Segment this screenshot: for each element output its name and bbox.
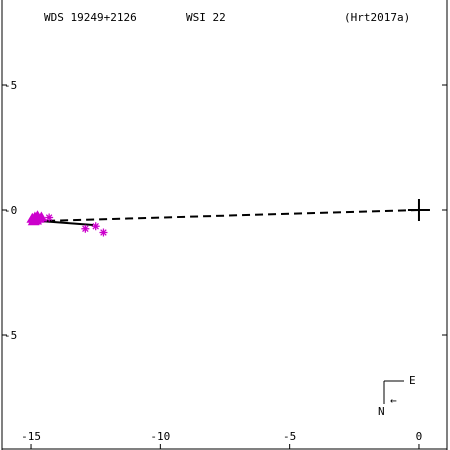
compass-rose: E N ← (378, 374, 416, 418)
observation-asterisk-point (91, 222, 100, 231)
y-tick-label: -5 (4, 329, 17, 342)
observation-triangle-point (30, 214, 43, 225)
observation-points (26, 210, 108, 237)
wds-identifier: WDS 19249+2126 (44, 11, 137, 24)
primary-star-marker (407, 199, 430, 221)
discoverer-designation: WSI 22 (186, 11, 226, 24)
x-tick-label: 0 (416, 430, 423, 443)
axis-ticks (2, 84, 447, 449)
motion-arrow-icon: ← (390, 394, 397, 407)
compass-north-label: N (378, 405, 385, 418)
axis-tick-labels: -15 -10 -5 0 -5 -0 -5 (4, 79, 422, 443)
x-tick-label: -5 (283, 430, 296, 443)
observation-triangle-point (35, 211, 48, 222)
y-tick-label: -5 (4, 79, 17, 92)
y-tick-label: -0 (4, 204, 17, 217)
orbit-reference: (Hrt2017a) (344, 11, 410, 24)
x-tick-label: -15 (21, 430, 41, 443)
observation-asterisk-point (45, 213, 54, 222)
x-tick-label: -10 (150, 430, 170, 443)
observation-asterisk-point (99, 228, 108, 237)
observation-asterisk-point (81, 224, 90, 233)
compass-east-label: E (409, 374, 416, 387)
